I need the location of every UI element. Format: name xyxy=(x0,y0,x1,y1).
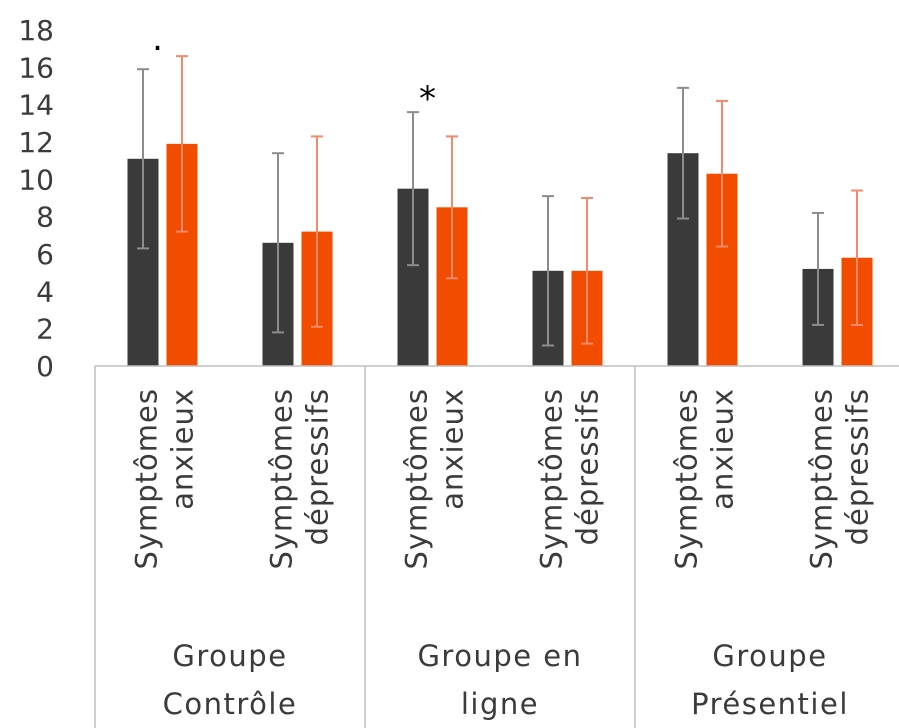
significance-annotations: .* xyxy=(152,19,436,119)
error-bars xyxy=(137,55,863,347)
category-axis xyxy=(94,365,899,728)
category-label: anxieux xyxy=(166,388,200,510)
group-label: Groupe xyxy=(172,639,287,673)
category-label: Symptômes xyxy=(400,388,434,570)
significance-marker: . xyxy=(152,19,163,59)
group-label: Groupe en xyxy=(417,639,582,673)
y-tick-label: 18 xyxy=(18,14,54,47)
bars xyxy=(127,143,873,366)
y-tick-label: 14 xyxy=(18,89,54,122)
group-label: ligne xyxy=(461,687,539,721)
category-label: Symptômes xyxy=(670,388,704,570)
category-label: anxieux xyxy=(436,388,470,510)
y-tick-label: 0 xyxy=(36,350,54,383)
group-labels: Groupe Contrôle Groupe en ligne Groupe Présen… xyxy=(163,639,849,721)
category-label: Symptômes xyxy=(805,388,839,570)
y-tick-label: 4 xyxy=(36,275,54,308)
group-label: Contrôle xyxy=(163,687,298,721)
y-tick-label: 12 xyxy=(18,126,54,159)
y-tick-label: 8 xyxy=(36,201,54,234)
y-axis-tick-labels: 0 2 4 6 8 10 12 14 16 18 xyxy=(18,14,54,383)
group-label: Présentiel xyxy=(691,687,849,721)
category-labels: Symptômes anxieux Symptômes dépressifs Sympt… xyxy=(130,388,875,570)
category-label: dépressifs xyxy=(841,388,875,545)
y-tick-label: 10 xyxy=(18,163,54,196)
y-tick-label: 2 xyxy=(36,313,54,346)
y-tick-label: 16 xyxy=(18,51,54,84)
group-label: Groupe xyxy=(712,639,827,673)
category-label: Symptômes xyxy=(130,388,164,570)
category-label: Symptômes xyxy=(535,388,569,570)
significance-marker: * xyxy=(419,79,436,119)
category-label: Symptômes xyxy=(265,388,299,570)
category-label: anxieux xyxy=(706,388,740,510)
category-label: dépressifs xyxy=(571,388,605,545)
y-tick-label: 6 xyxy=(36,238,54,271)
category-label: dépressifs xyxy=(301,388,335,545)
